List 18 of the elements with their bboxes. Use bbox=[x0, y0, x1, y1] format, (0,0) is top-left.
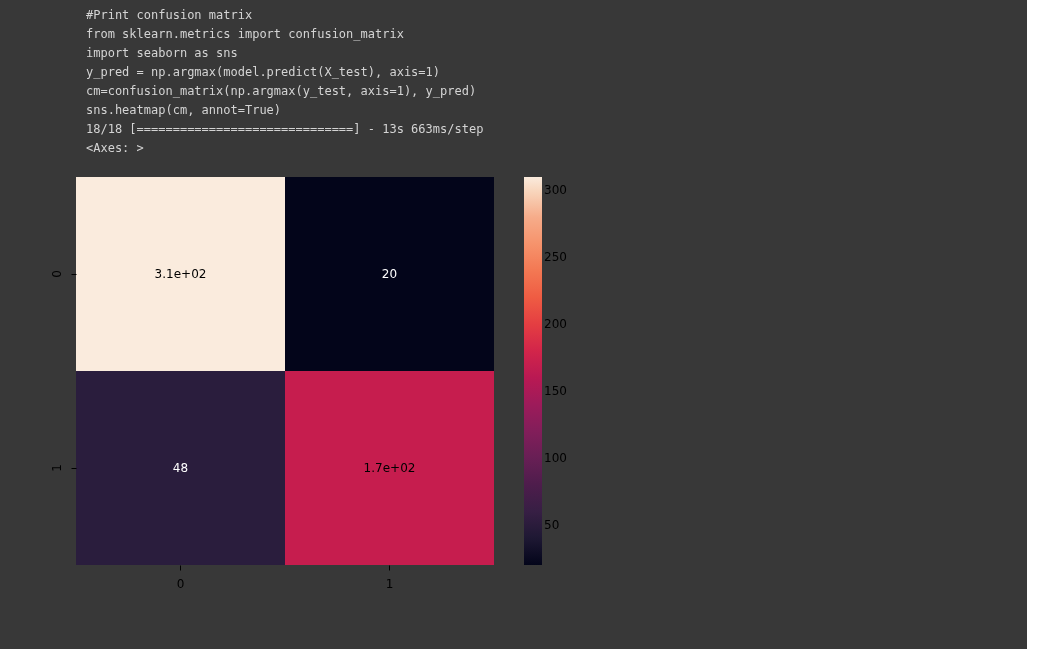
color-bar-label: 300 bbox=[544, 183, 567, 198]
data-label: 48 bbox=[172, 461, 189, 475]
text: import seaborn as sns bbox=[86, 45, 238, 60]
text: sns.heatmap(cm, annot=True) bbox=[86, 102, 282, 117]
data-label: 20 bbox=[381, 267, 398, 281]
text: y_pred = np.argmax(model.predict(X_test), axis=1) bbox=[86, 64, 441, 79]
color-bar-label: 150 bbox=[544, 384, 567, 399]
color-bar-label: 200 bbox=[544, 317, 567, 332]
data-label: 3.1e+02 bbox=[154, 267, 207, 281]
text: #Print confusion matrix bbox=[86, 7, 253, 22]
color-bar-label: 250 bbox=[544, 250, 567, 265]
text: cm=confusion_matrix(np.argmax(y_test, axis=1), y_pred) bbox=[86, 83, 477, 98]
text: from sklearn.metrics import confusion_matrix bbox=[86, 26, 404, 41]
color-bar-label: 50 bbox=[544, 517, 560, 532]
color-bar-label: 100 bbox=[544, 450, 567, 465]
data-label: 1.7e+02 bbox=[363, 461, 416, 475]
text: 18/18 [==============================] - 13s 663ms/step bbox=[86, 121, 484, 136]
text: <Axes: > bbox=[86, 140, 144, 155]
